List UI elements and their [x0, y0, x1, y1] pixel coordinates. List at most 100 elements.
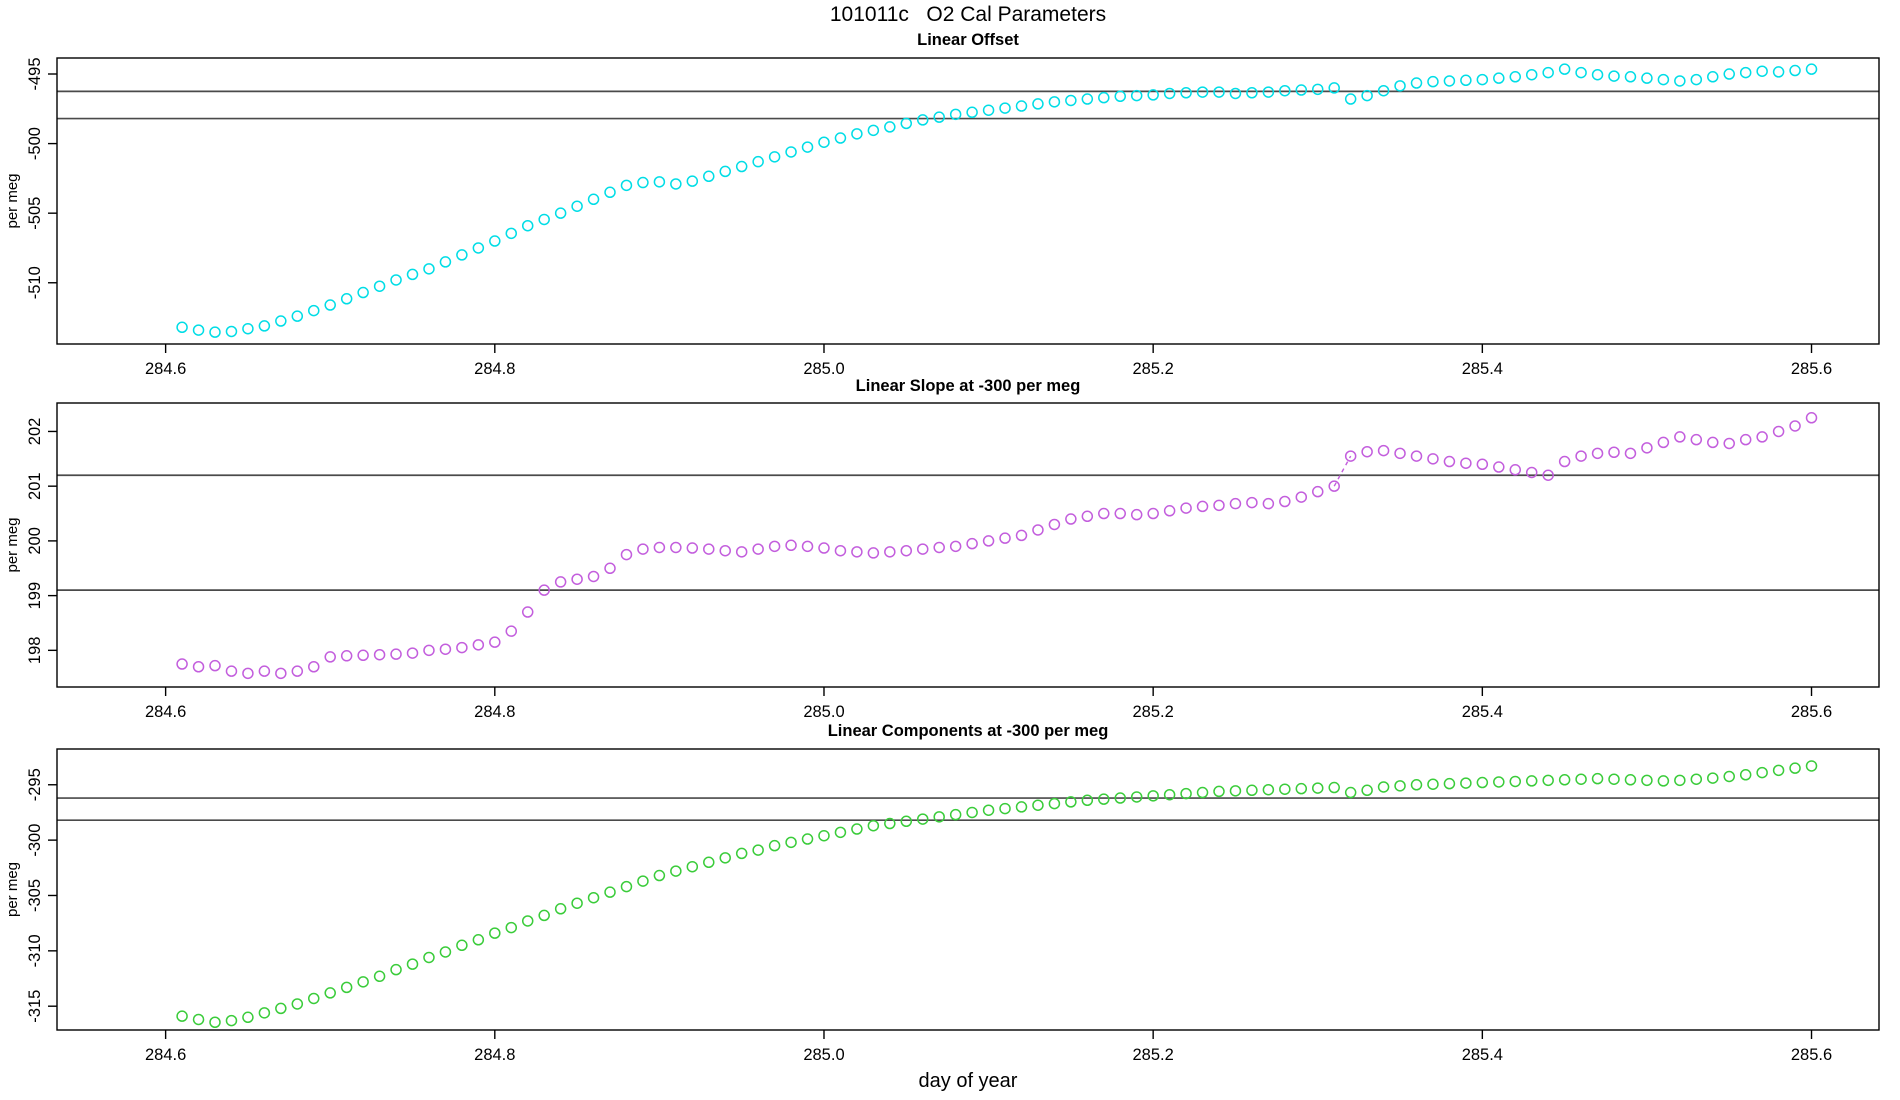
panel-3: 284.6 284.8 285.0 285.2 285.4 285.6 -315 -310 -3… — [4, 748, 1880, 1064]
data-point — [1279, 495, 1291, 508]
data-point — [1196, 500, 1209, 513]
x-tick-label: 284.8 — [474, 703, 515, 721]
data-point — [1723, 437, 1735, 450]
data-point — [916, 543, 929, 555]
x-tick-label: 285.6 — [1791, 703, 1832, 721]
data-point — [900, 815, 913, 828]
data-point — [735, 847, 748, 860]
series-points — [176, 412, 1818, 680]
data-point — [357, 976, 369, 988]
data-point — [966, 537, 978, 550]
data-point — [242, 322, 254, 335]
data-point — [1641, 442, 1653, 454]
data-point — [653, 541, 666, 554]
data-point — [1805, 63, 1818, 75]
data-point — [1163, 788, 1176, 801]
x-tick-label: 285.2 — [1133, 1046, 1174, 1064]
data-point — [308, 661, 320, 673]
panel-2: 284.6 284.8 285.0 285.2 285.4 285.6 198 199 200 2… — [4, 402, 1880, 721]
y-tick-label: -305 — [26, 879, 44, 912]
plot-border — [56, 402, 1880, 688]
x-tick-label: 284.8 — [474, 1046, 515, 1064]
data-point — [604, 186, 616, 199]
data-point — [834, 826, 847, 839]
data-point — [1476, 73, 1489, 86]
data-point — [867, 547, 880, 559]
data-point — [834, 132, 847, 144]
data-point — [1246, 784, 1258, 797]
data-point — [456, 641, 468, 654]
data-point — [670, 865, 682, 877]
data-point — [999, 532, 1011, 544]
data-point — [752, 155, 764, 168]
data-point — [1312, 485, 1324, 498]
data-point — [949, 808, 962, 821]
y-tick-label: -500 — [26, 127, 44, 160]
data-point — [1114, 507, 1126, 520]
data-point — [1229, 497, 1242, 510]
data-point — [423, 951, 435, 964]
data-point — [258, 1007, 271, 1019]
data-point — [933, 811, 945, 823]
data-point — [1213, 499, 1225, 512]
data-point — [1772, 425, 1785, 438]
data-point — [291, 665, 304, 677]
data-point — [373, 280, 386, 292]
data-point — [1575, 773, 1587, 785]
data-point — [1805, 760, 1818, 772]
data-point — [1542, 469, 1554, 481]
data-point — [1032, 799, 1044, 811]
data-point — [1262, 783, 1275, 796]
data-point — [1591, 772, 1604, 785]
data-point — [554, 903, 567, 915]
data-point — [1558, 63, 1571, 75]
x-tick-label: 285.2 — [1133, 703, 1174, 721]
data-point — [768, 839, 781, 852]
data-point — [192, 1013, 205, 1026]
data-point — [242, 667, 254, 680]
data-point — [225, 325, 238, 338]
data-point — [1674, 75, 1686, 87]
data-point — [1657, 775, 1670, 787]
data-point — [1065, 796, 1077, 808]
y-axis-label: per meg — [4, 517, 21, 572]
x-tick-label: 285.4 — [1462, 360, 1503, 378]
data-point — [735, 546, 748, 558]
data-point — [1410, 779, 1423, 791]
y-axis-label: per meg — [4, 173, 21, 228]
data-point — [884, 546, 896, 558]
data-point — [604, 562, 616, 575]
x-tick-label: 285.0 — [803, 1046, 844, 1064]
data-point — [357, 286, 369, 299]
data-point — [1443, 455, 1456, 468]
data-point — [1674, 431, 1686, 443]
data-point — [505, 921, 518, 934]
data-point — [1163, 505, 1176, 517]
data-point — [275, 667, 287, 680]
data-point — [1739, 433, 1752, 446]
data-point — [538, 213, 550, 226]
data-point — [1295, 84, 1308, 96]
data-point — [1196, 86, 1209, 98]
data-point — [406, 647, 419, 659]
data-point — [1410, 450, 1423, 462]
x-tick-label: 285.6 — [1791, 360, 1832, 378]
data-point — [686, 860, 699, 873]
data-point — [1493, 776, 1505, 788]
data-point — [752, 844, 764, 856]
data-point — [1394, 447, 1406, 460]
data-point — [670, 541, 682, 554]
x-tick-label: 284.8 — [474, 360, 515, 378]
data-point — [1180, 787, 1192, 800]
data-point — [538, 584, 550, 596]
data-point — [587, 193, 600, 206]
y-tick-label: -510 — [26, 266, 44, 299]
data-point — [176, 1010, 188, 1022]
data-point — [785, 836, 797, 849]
data-point — [1525, 68, 1538, 81]
data-point — [1130, 791, 1143, 803]
x-tick-label: 285.0 — [803, 360, 844, 378]
data-point — [982, 104, 995, 116]
data-point — [703, 170, 715, 183]
data-point — [1098, 91, 1110, 104]
